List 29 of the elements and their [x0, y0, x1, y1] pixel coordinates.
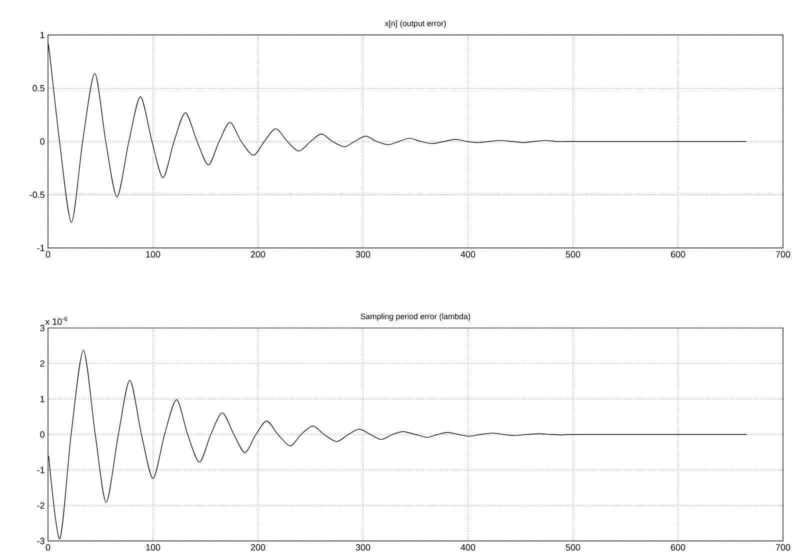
y-tick-label: -1: [37, 466, 44, 474]
y-tick-label: 0.5: [32, 85, 44, 92]
x-tick-label: 500: [566, 251, 580, 258]
y-tick-label: 0: [40, 138, 44, 145]
x-tick-label: 300: [356, 544, 370, 551]
x-tick-label: 500: [566, 544, 580, 551]
y-tick-label: 2: [40, 360, 44, 367]
x-tick-label: 400: [460, 544, 476, 551]
y-tick-label: 1: [40, 32, 44, 38]
x-tick-label: 100: [146, 544, 160, 551]
x-tick-label: 700: [776, 251, 790, 258]
x-tick-label: 300: [356, 251, 370, 258]
x-tick-label: 200: [250, 251, 266, 258]
x-tick-label: 0: [46, 544, 50, 551]
x-tick-label: 400: [460, 251, 476, 258]
y-tick-label: -3: [37, 538, 44, 544]
x-tick-label: 100: [146, 251, 160, 258]
y-tick-label: 1: [40, 396, 44, 402]
x-tick-label: 0: [46, 251, 50, 258]
y-tick-label: 0: [40, 431, 44, 438]
x-tick-label: 200: [250, 544, 266, 551]
y-tick-label: 3: [40, 324, 44, 332]
y-tick-label: -0.5: [30, 192, 44, 198]
y-tick-label: -1: [37, 244, 44, 252]
text: x 10$^{-6}$: [45, 316, 68, 325]
x-tick-label: 600: [670, 544, 686, 551]
x-tick-label: 600: [670, 251, 686, 258]
x-tick-label: 700: [776, 544, 790, 551]
y-tick-label: -2: [37, 502, 44, 509]
